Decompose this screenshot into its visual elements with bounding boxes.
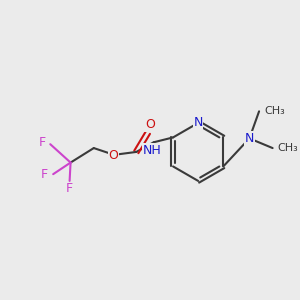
Text: F: F bbox=[41, 168, 48, 181]
Text: F: F bbox=[66, 182, 73, 195]
Text: NH: NH bbox=[142, 143, 161, 157]
Text: O: O bbox=[108, 149, 118, 162]
Text: N: N bbox=[194, 116, 203, 129]
Text: CH₃: CH₃ bbox=[278, 143, 298, 153]
Text: N: N bbox=[245, 132, 254, 145]
Text: F: F bbox=[38, 136, 45, 149]
Text: O: O bbox=[145, 118, 155, 131]
Text: CH₃: CH₃ bbox=[264, 106, 285, 116]
